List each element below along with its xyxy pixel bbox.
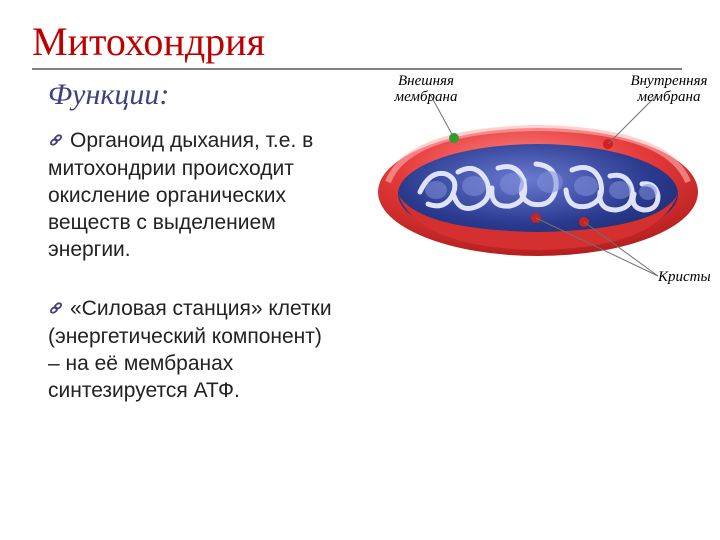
label-inner-membrane: Внутренняя мембрана <box>614 74 720 106</box>
page-title: Митохондрия <box>32 18 265 65</box>
bullet-2: «Силовая станция» клетки (энергетический… <box>48 296 338 405</box>
label-outer-membrane: Внешняя мембрана <box>376 74 476 106</box>
bullet-1-text: Органоид дыхания, т.е. в митохондрии про… <box>48 129 313 261</box>
label-cristae: Кристы <box>658 270 711 286</box>
link-icon <box>48 129 64 156</box>
mitochondrion-diagram: Внешняя мембрана Внутренняя мембрана Кри… <box>358 72 714 312</box>
link-icon <box>48 297 64 324</box>
bullet-1: Органоид дыхания, т.е. в митохондрии про… <box>48 128 338 263</box>
subtitle: Функции: <box>48 78 169 112</box>
bullet-2-text: «Силовая станция» клетки (энергетический… <box>48 297 332 402</box>
title-underline <box>32 68 682 70</box>
